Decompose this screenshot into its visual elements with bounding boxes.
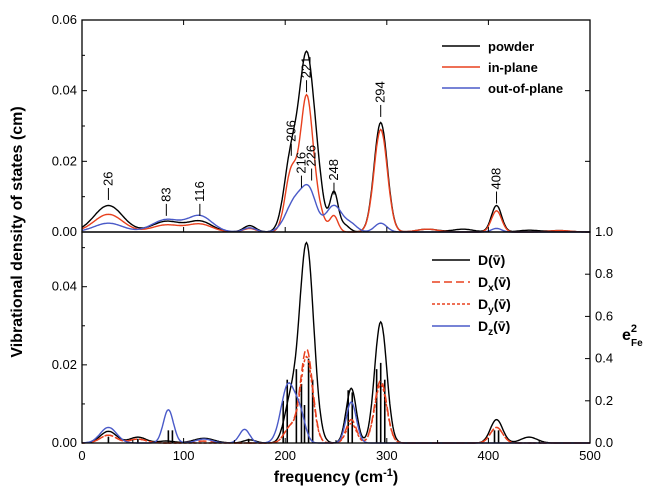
peak-label-294: 294 <box>373 81 388 103</box>
y-tick-label: 0.02 <box>52 153 77 168</box>
y-tick-label: 0.06 <box>52 12 77 27</box>
series-line-out-of-plane <box>81 183 590 233</box>
x-tick-label: 200 <box>274 448 296 463</box>
y-axis-title: Vibrational density of states (cm) <box>9 106 26 357</box>
y2-tick-label: 1.0 <box>595 224 613 239</box>
x-tick-label: 400 <box>478 448 500 463</box>
bottom-panel: 0.00 0.02 0.04 0.0 0.2 0.4 0.6 0.8 1.0 0 100 200 300… <box>52 224 613 463</box>
legend-label-powder: powder <box>488 39 534 54</box>
legend-label-Dx: Dx(v̄) <box>478 274 511 294</box>
y-tick-label: 0.02 <box>52 357 77 372</box>
legend-label-D: D(v̄) <box>478 252 505 268</box>
legend-label-Dz: Dz(v̄) <box>478 318 510 338</box>
peak-label-216: 216 <box>293 152 308 174</box>
peak-label-248: 248 <box>326 159 341 181</box>
y-tick-label: 0.04 <box>52 83 77 98</box>
y-tick-label: 0.00 <box>52 224 77 239</box>
series-line-Dz <box>82 382 590 444</box>
series-line-in-plane <box>81 93 590 233</box>
y2-tick-label: 0.8 <box>595 266 613 281</box>
x-axis-title: frequency (cm-1) <box>274 467 398 486</box>
series-line-Dy <box>81 355 590 444</box>
series-line-Dx <box>81 347 590 444</box>
legend-label-Dy: Dy(v̄) <box>478 296 511 316</box>
peak-label-226: 226 <box>304 145 319 167</box>
y2-tick-label: 0.2 <box>595 393 613 408</box>
peak-label-116: 116 <box>192 181 207 202</box>
x-tick-label: 100 <box>173 448 195 463</box>
peak-label-26: 26 <box>100 171 115 185</box>
peak-label-83: 83 <box>158 187 173 201</box>
peak-label-221: 221 <box>299 56 314 78</box>
y2-axis-title: e2 Fe <box>622 323 643 349</box>
y-tick-label: 0.00 <box>52 435 77 450</box>
y-tick-label: 0.04 <box>52 279 77 294</box>
series-line-powder <box>81 50 590 233</box>
peak-label-408: 408 <box>489 168 504 190</box>
legend-label-in-plane: in-plane <box>488 60 538 75</box>
x-tick-label: 300 <box>376 448 398 463</box>
y2-tick-label: 0.0 <box>595 435 613 450</box>
y2-tick-label: 0.4 <box>595 351 613 366</box>
peak-label-206: 206 <box>283 120 298 142</box>
x-tick-label: 500 <box>579 448 601 463</box>
x-tick-label: 0 <box>78 448 85 463</box>
bottom-frame <box>81 231 591 444</box>
y2-tick-label: 0.6 <box>595 308 613 323</box>
legend-label-out-of-plane: out-of-plane <box>488 81 563 96</box>
series-line-D <box>82 241 590 444</box>
